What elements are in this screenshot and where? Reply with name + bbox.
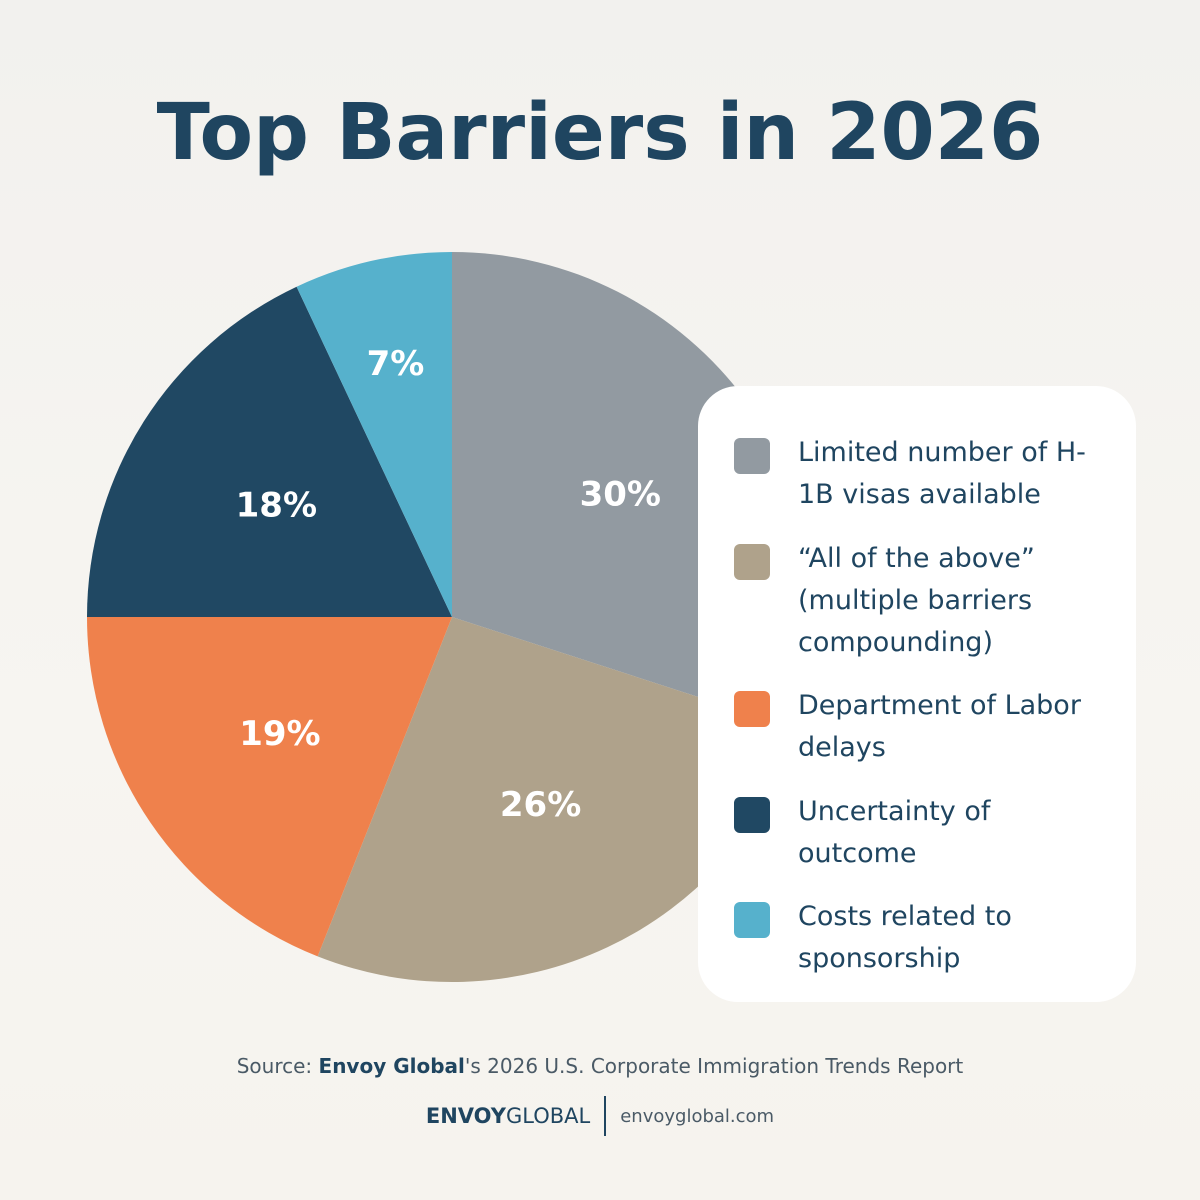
pie-slice [87,286,452,617]
logo-light: GLOBAL [506,1104,591,1128]
logo-bold: ENVOY [425,1104,506,1128]
slice-value-label: 26% [500,785,581,825]
legend-swatch [734,691,770,727]
slice-value-label: 7% [367,344,425,384]
pie-slice [296,252,452,617]
footer: ENVOYGLOBAL envoyglobal.com [0,1096,1200,1136]
legend-item: Costs related to sponsorship [734,900,1098,980]
legend-swatch [734,797,770,833]
source-brand: Envoy Global [318,1054,465,1078]
legend-item: “All of the above” (multiple barriers co… [734,542,1098,664]
legend-swatch [734,902,770,938]
slice-value-label: 18% [236,486,317,526]
legend-item: Department of Labor delays [734,689,1098,769]
legend-swatch [734,438,770,474]
legend-item: Limited number of H-1B visas available [734,436,1098,516]
chart-title: Top Barriers in 2026 [156,88,1044,178]
legend-swatch [734,544,770,580]
website-link[interactable]: envoyglobal.com [620,1105,775,1127]
legend-label: Uncertainty of outcome [798,796,991,869]
pie-slice [87,617,452,957]
legend-label: Limited number of H-1B visas available [798,437,1086,510]
legend-label: Department of Labor delays [798,690,1081,763]
legend-label: “All of the above” (multiple barriers co… [798,543,1035,658]
footer-divider [604,1096,607,1136]
slice-value-label: 19% [239,714,320,754]
legend-item: Uncertainty of outcome [734,795,1098,875]
source-suffix: 's 2026 U.S. Corporate Immigration Trend… [464,1054,964,1078]
legend: Limited number of H-1B visas available “… [698,386,1136,1002]
pie-slice [317,617,800,982]
source-prefix: Source: [236,1054,319,1078]
source-note: Source: Envoy Global's 2026 U.S. Corpora… [0,1054,1200,1078]
legend-label: Costs related to sponsorship [798,901,1012,974]
slice-value-label: 30% [580,475,661,515]
envoy-global-logo: ENVOYGLOBAL [426,1104,590,1128]
